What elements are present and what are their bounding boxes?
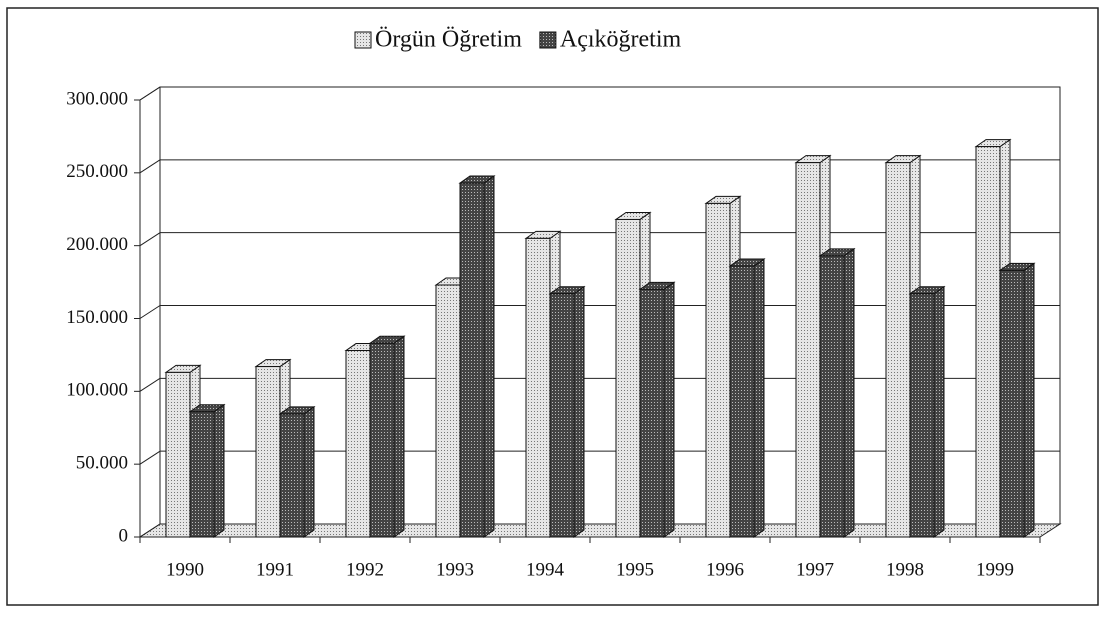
bar-front [369, 342, 395, 538]
y-tick-label: 150.000 [66, 307, 128, 328]
bar-side [303, 405, 315, 538]
legend-swatch [354, 31, 372, 49]
grid-line [139, 377, 161, 392]
bar-side [843, 247, 855, 538]
grid-line [139, 523, 161, 538]
grid-line [139, 450, 161, 465]
y-tick-label: 200.000 [66, 234, 128, 255]
bar-front [459, 182, 485, 538]
bar [458, 175, 496, 538]
bar-front [729, 265, 755, 538]
bar [278, 405, 316, 538]
bar-front [435, 284, 461, 538]
legend-label: Açıköğretim [560, 27, 682, 53]
x-tick-label: 1997 [796, 559, 834, 580]
bar-front [795, 162, 821, 538]
legend: Örgün Öğretim Açıköğretim [354, 27, 682, 53]
legend-swatch [539, 31, 557, 49]
x-tick-label: 1995 [616, 559, 654, 580]
bar-side [393, 335, 405, 538]
bar-front [885, 162, 911, 538]
x-tick-label: 1993 [436, 559, 474, 580]
bar-front [615, 218, 641, 538]
bar-front [819, 255, 845, 538]
y-tick-label: 50.000 [76, 453, 128, 474]
bar-front [255, 366, 281, 538]
bar-front [279, 413, 305, 538]
y-axis-back [139, 86, 161, 101]
y-tick-label: 250.000 [66, 161, 128, 182]
legend-label: Örgün Öğretim [375, 27, 522, 53]
x-tick-label: 1998 [886, 559, 924, 580]
bar [998, 262, 1036, 538]
bar [368, 335, 406, 538]
x-tick-label: 1999 [976, 559, 1014, 580]
bar-side [663, 281, 675, 538]
grid-line [139, 232, 161, 247]
bar-front [999, 269, 1025, 538]
bar-side [1023, 262, 1035, 538]
bar-side [933, 285, 945, 538]
bar [818, 247, 856, 538]
y-tick-label: 100.000 [66, 380, 128, 401]
bar-front [909, 293, 935, 538]
frame [6, 7, 1099, 606]
bar [908, 285, 946, 538]
bar-side [483, 175, 495, 538]
bar-front [549, 293, 575, 538]
bar-front [639, 288, 665, 538]
bar [638, 281, 676, 538]
bar [188, 403, 226, 538]
bar-side [213, 403, 225, 538]
bar-front [525, 237, 551, 538]
x-tick-label: 1990 [166, 559, 204, 580]
x-tick-label: 1992 [346, 559, 384, 580]
bar-front [705, 202, 731, 538]
x-tick-label: 1991 [256, 559, 294, 580]
bar-front [975, 146, 1001, 538]
grid-line [139, 305, 161, 319]
bar-front [345, 350, 371, 538]
grid-line [139, 159, 161, 174]
x-tick-label: 1996 [706, 559, 744, 580]
bar-front [189, 411, 215, 538]
bar [728, 258, 766, 538]
x-tick-label: 1994 [526, 559, 565, 580]
y-tick-label: 300.000 [66, 88, 128, 109]
y-tick-label: 0 [119, 525, 129, 546]
bar-side [573, 285, 585, 538]
bar-side [753, 258, 765, 538]
bar [548, 285, 586, 538]
bar-front [165, 371, 191, 538]
